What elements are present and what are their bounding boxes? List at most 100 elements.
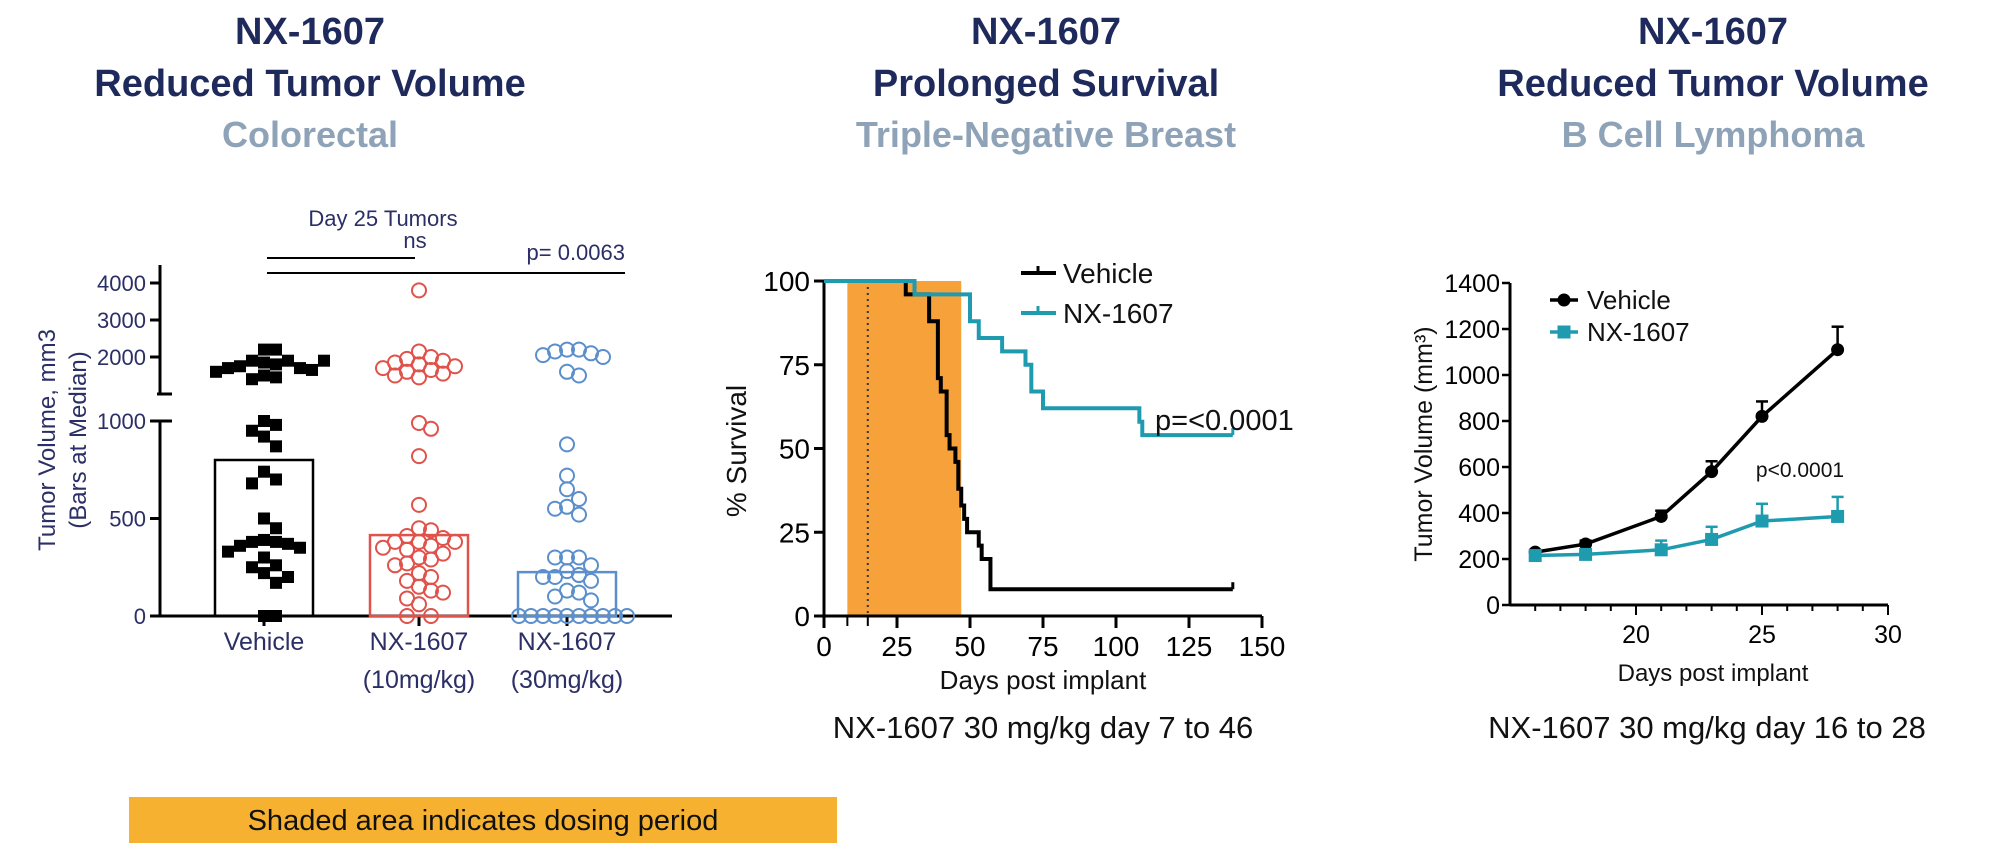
chart1-category-sublabel: (10mg/kg) [363,666,476,694]
dosing-note-background [129,797,837,843]
chart1-data-point [399,608,415,624]
chart3-xlabel: Days post implant [1618,660,1809,687]
chart1-data-point [423,569,439,585]
chart1-data-point [411,596,427,613]
chart2-xtick-label: 0 [816,631,832,662]
chart3-point-nx1607 [1579,547,1593,561]
chart1-data-point [571,608,587,624]
chart1-data-point [547,588,563,605]
chart1-data-point [595,608,611,624]
chart3-plot: 0 200 400 600 800 1000 1200 1400 20 25 30 [1444,270,1902,649]
chart1-median-bar [516,570,618,618]
chart1-data-point [423,608,439,624]
panel2-title: NX-1607 [971,11,1121,53]
chart1-ytick-label: 0 [134,604,146,629]
chart1-data-point [435,584,451,601]
chart1-data-point [270,371,282,384]
chart1-data-point [246,424,258,437]
chart1-data-point [246,477,258,490]
chart1-data-point [559,498,575,515]
chart2-legend-nx1607: NX-1607 [1063,298,1174,329]
chart3-ytick-label: 1400 [1444,270,1500,298]
chart1-data-point [387,557,403,574]
chart1-data-point [258,356,270,369]
chart1-data-point [258,610,270,622]
chart1-data-point [547,608,563,624]
chart1-data-point [258,551,270,564]
chart1-category-label: NX-1607 [370,628,469,656]
chart1-data-point [318,354,330,367]
chart3-ytick-label: 0 [1486,592,1500,620]
chart1-data-point [270,522,282,535]
chart3-point-nx1607 [1654,543,1668,557]
chart1-data-point [571,367,587,384]
chart1-data-point [571,549,587,566]
chart1-data-point [270,343,282,356]
panel1-tumor-type: Colorectal [222,114,398,155]
chart3-point-nx1607 [1755,514,1769,528]
panel3-title: NX-1607 [1638,11,1788,53]
chart3-legend-vehicle: Vehicle [1587,285,1671,315]
chart1-plot: 0 500 1000 2000 3000 4000 Vehicle NX-1607 (10mg/… [97,257,672,694]
chart1-data-point [447,533,463,550]
chart1-ytick-label: 1000 [97,409,146,434]
chart2-survival-curve-vehicle [824,279,1233,592]
chart1-ylabel2: (Bars at Median) [65,351,92,528]
chart1-data-point [258,465,270,478]
chart1-data-point [306,363,318,376]
chart1-data-point [258,512,270,525]
chart1-data-point [571,584,587,601]
chart1-ytick-label: 500 [109,507,146,532]
chart2-ytick-label: 75 [779,350,810,381]
chart2-ytick-label: 0 [794,601,810,632]
chart1-data-point [535,569,551,585]
chart3-point-vehicle [1755,409,1769,423]
chart3-point-vehicle [1579,537,1593,551]
chart1-data-point [258,369,270,382]
chart1-data-point [270,559,282,572]
chart1-data-point [583,592,599,609]
chart3-ytick-label: 1200 [1444,316,1500,344]
chart1-data-point [607,608,623,624]
chart1-data-point [258,430,270,443]
chart3-line-vehicle [1534,348,1839,554]
chart1-data-point [258,343,270,356]
panel1-subtitle: Reduced Tumor Volume [94,63,525,105]
chart1-data-point [571,491,587,507]
chart3-xtick-label: 25 [1748,621,1776,649]
chart1-data-point [559,436,575,453]
chart2-caption: NX-1607 30 mg/kg day 7 to 46 [833,710,1253,745]
chart1-data-point [270,473,282,486]
chart3-ytick-label: 200 [1458,546,1500,574]
chart1-category-sublabel: (30mg/kg) [511,666,624,694]
chart3-point-vehicle [1705,465,1719,479]
chart3-line-nx1607 [1535,514,1838,558]
chart1-data-point [411,448,427,465]
chart1-ns-label: ns [403,228,426,253]
chart2-pvalue: p=<0.0001 [1155,405,1294,437]
chart1-data-point [282,354,294,367]
dosing-note: Shaded area indicates dosing period [248,805,719,837]
chart1-category-label: NX-1607 [518,628,617,656]
chart1-data-point [270,576,282,589]
chart1-data-point [222,362,234,375]
chart1-data-point [423,582,439,599]
chart1-data-point [234,539,246,552]
chart3-legend-nx1607: NX-1607 [1587,317,1690,347]
chart2-xlabel: Days post implant [940,665,1147,695]
chart1-pvalue-label: p= 0.0063 [527,240,625,265]
chart1-data-point [523,608,539,624]
chart1-data-point [435,365,451,382]
chart1-data-point [282,537,294,550]
chart1-data-point [447,358,463,375]
chart1-data-point [294,362,306,375]
chart1-data-point [583,608,599,624]
chart1-data-point [411,369,427,386]
chart1-data-point [571,506,587,523]
chart1-ytick-label: 3000 [97,308,146,333]
chart3-caption: NX-1607 30 mg/kg day 16 to 28 [1488,710,1926,745]
chart3-ytick-label: 400 [1458,500,1500,528]
chart1-data-point [270,440,282,453]
chart1-data-point [294,541,306,554]
chart1-data-point [559,608,575,624]
